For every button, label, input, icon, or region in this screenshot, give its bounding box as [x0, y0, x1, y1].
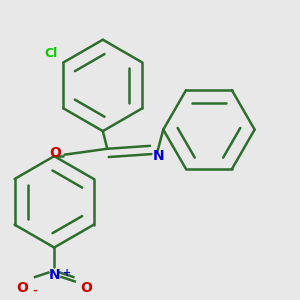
Text: N: N — [48, 268, 60, 282]
Text: Cl: Cl — [44, 46, 57, 60]
Text: +: + — [63, 268, 71, 278]
Text: N: N — [153, 149, 165, 163]
Text: O: O — [16, 281, 28, 296]
Text: -: - — [33, 286, 38, 296]
Text: O: O — [50, 146, 62, 160]
Text: O: O — [81, 281, 93, 296]
